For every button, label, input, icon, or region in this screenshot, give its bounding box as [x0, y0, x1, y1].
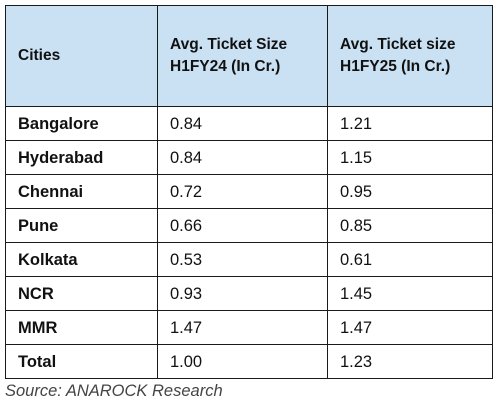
h1fy25-cell: 0.61 [327, 242, 493, 277]
h1fy24-cell: 0.66 [157, 208, 328, 243]
table-row: Bangalore 0.84 1.21 [5, 106, 493, 141]
ticket-size-table: Cities Avg. Ticket Size H1FY24 (In Cr.) … [5, 5, 493, 379]
table-row: NCR 0.93 1.45 [5, 276, 493, 311]
city-cell: Hyderabad [5, 140, 158, 175]
h1fy24-cell: 1.00 [157, 344, 328, 379]
city-cell: Pune [5, 208, 158, 243]
h1fy24-cell: 0.93 [157, 276, 328, 311]
h1fy25-cell: 1.21 [327, 106, 493, 141]
table-header: Cities Avg. Ticket Size H1FY24 (In Cr.) … [5, 5, 493, 107]
header-row: Cities Avg. Ticket Size H1FY24 (In Cr.) … [5, 5, 493, 107]
header-cities: Cities [5, 5, 158, 107]
h1fy25-cell: 1.45 [327, 276, 493, 311]
header-h1fy25: Avg. Ticket size H1FY25 (In Cr.) [327, 5, 493, 107]
table-row: Hyderabad 0.84 1.15 [5, 140, 493, 175]
h1fy25-cell: 1.15 [327, 140, 493, 175]
source-note: Source: ANAROCK Research [5, 382, 223, 400]
city-cell: Kolkata [5, 242, 158, 277]
city-cell: NCR [5, 276, 158, 311]
h1fy25-cell: 1.47 [327, 310, 493, 345]
h1fy24-cell: 0.72 [157, 174, 328, 209]
city-cell: Chennai [5, 174, 158, 209]
table-row: Chennai 0.72 0.95 [5, 174, 493, 209]
ticket-size-table-container: Cities Avg. Ticket Size H1FY24 (In Cr.) … [5, 5, 493, 379]
h1fy25-cell: 0.95 [327, 174, 493, 209]
table-body: Bangalore 0.84 1.21 Hyderabad 0.84 1.15 … [5, 106, 493, 379]
city-cell: MMR [5, 310, 158, 345]
h1fy25-cell: 0.85 [327, 208, 493, 243]
city-cell: Total [5, 344, 158, 379]
h1fy25-cell: 1.23 [327, 344, 493, 379]
table-row-total: Total 1.00 1.23 [5, 344, 493, 379]
h1fy24-cell: 0.53 [157, 242, 328, 277]
city-cell: Bangalore [5, 106, 158, 141]
table-row: Kolkata 0.53 0.61 [5, 242, 493, 277]
table-row: MMR 1.47 1.47 [5, 310, 493, 345]
h1fy24-cell: 1.47 [157, 310, 328, 345]
header-h1fy24: Avg. Ticket Size H1FY24 (In Cr.) [157, 5, 328, 107]
h1fy24-cell: 0.84 [157, 106, 328, 141]
h1fy24-cell: 0.84 [157, 140, 328, 175]
table-row: Pune 0.66 0.85 [5, 208, 493, 243]
